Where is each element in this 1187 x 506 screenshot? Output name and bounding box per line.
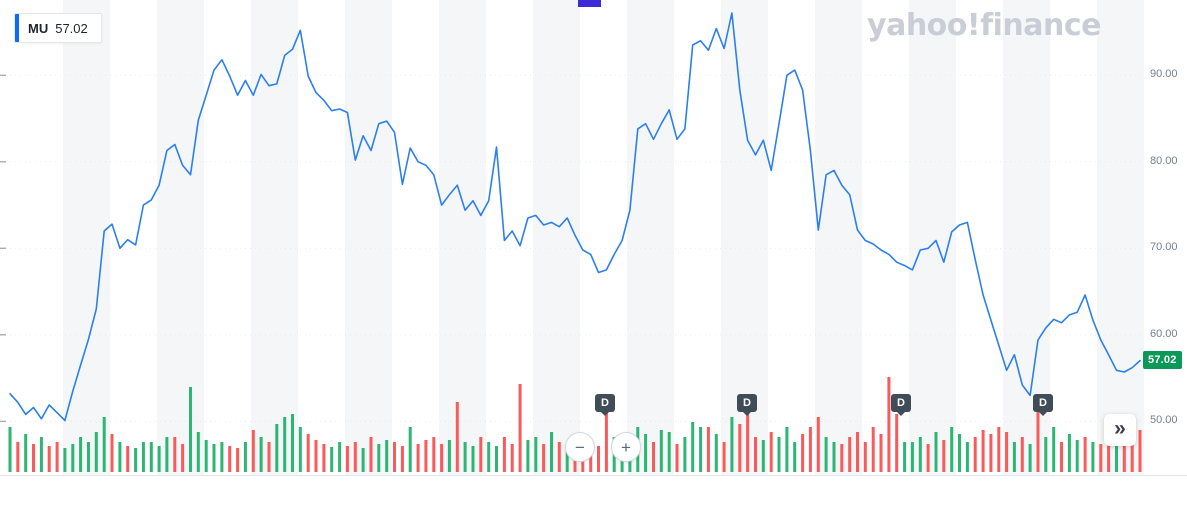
dividend-marker[interactable]: D bbox=[737, 394, 757, 416]
dividend-marker[interactable]: D bbox=[1033, 394, 1053, 416]
y-axis-label: 50.00 bbox=[1150, 414, 1178, 426]
price-volume-chart bbox=[0, 12, 1144, 472]
dividend-marker[interactable]: D bbox=[891, 394, 911, 416]
x-axis: Nov 2021 Mar May Jul Sep Nov 2022 Mar Ma… bbox=[0, 475, 1187, 506]
y-axis-label: 60.00 bbox=[1150, 328, 1178, 340]
zoom-out-button[interactable]: − bbox=[565, 432, 595, 462]
chart-canvas[interactable] bbox=[0, 0, 1144, 475]
double-chevron-right-icon: » bbox=[1114, 417, 1126, 440]
ticker-symbol: MU bbox=[28, 20, 49, 36]
legend-color-bar bbox=[15, 14, 19, 42]
y-axis-label: 80.00 bbox=[1150, 155, 1178, 167]
current-price-tag: 57.02 bbox=[1143, 351, 1182, 369]
y-axis-label: 70.00 bbox=[1150, 241, 1178, 253]
zoom-in-button[interactable]: + bbox=[611, 432, 641, 462]
y-axis-label: 90.00 bbox=[1150, 68, 1178, 80]
nav-tab-indicator bbox=[578, 0, 601, 7]
dividend-marker[interactable]: D bbox=[595, 394, 615, 416]
yahoo-finance-watermark: yahoo!finance bbox=[867, 8, 1101, 43]
minus-icon: − bbox=[575, 437, 585, 457]
scroll-forward-button[interactable]: » bbox=[1104, 414, 1136, 446]
plus-icon: + bbox=[621, 437, 631, 457]
ticker-legend-chip: MU 57.02 bbox=[14, 13, 102, 43]
ticker-last-price: 57.02 bbox=[55, 20, 88, 36]
